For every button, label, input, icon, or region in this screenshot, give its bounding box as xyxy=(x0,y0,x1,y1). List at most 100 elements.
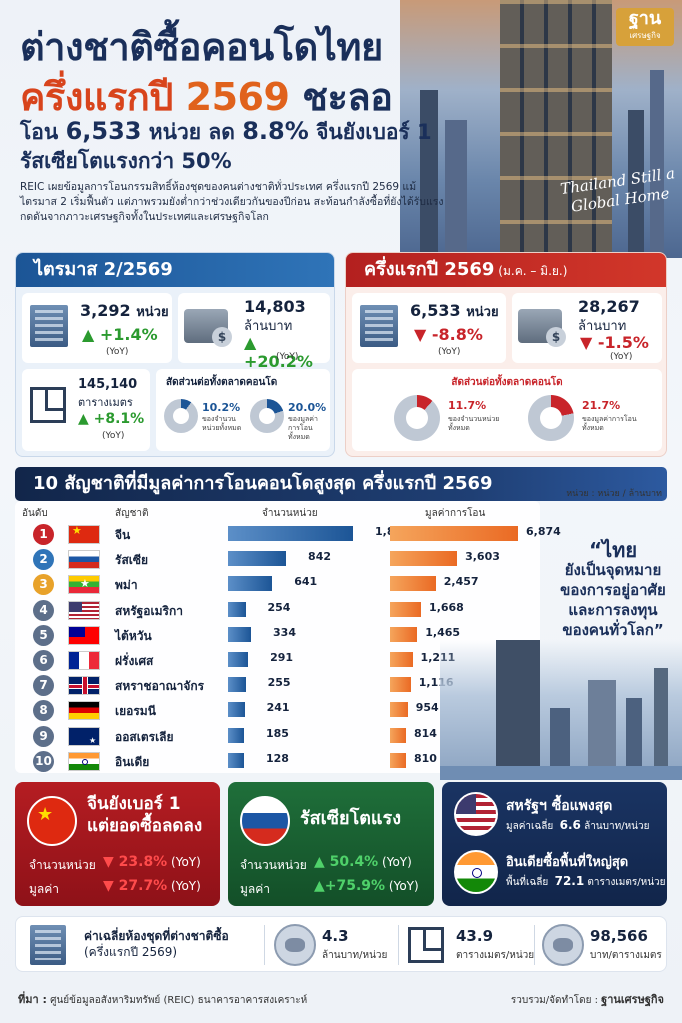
pull-quote: “ไทย ยังเป็นจุดหมาย ของการอยู่อาศัย และก… xyxy=(560,538,666,639)
rank-badge: 2 xyxy=(33,549,54,571)
value-value: 2,457 xyxy=(443,575,479,589)
money-icon xyxy=(184,309,232,347)
rank-badge: 1 xyxy=(33,524,54,545)
india-value: 72.1 xyxy=(554,874,585,888)
units-bar xyxy=(228,702,245,718)
rank-badge: 5 xyxy=(33,624,54,646)
rank-badge: 7 xyxy=(33,675,54,697)
india-flag-icon xyxy=(454,850,498,894)
units-value: 255 xyxy=(267,676,291,690)
country-name: สหรัฐอเมริกา xyxy=(115,603,183,618)
quarter-panel: ไตรมาส 2/2569 3,292 หน่วย ▲ +1.4% (YoY) … xyxy=(15,252,335,457)
half-value-yoy: (YoY) xyxy=(610,352,633,362)
half-units-share-desc: ของจำนวนหน่วยทั้งหมด xyxy=(448,415,500,432)
quarter-value-change: ▲ +20.2% xyxy=(244,333,313,371)
units-value: 128 xyxy=(266,751,289,765)
half-value-share-donut xyxy=(528,395,574,441)
country-flag-icon xyxy=(68,550,100,570)
half-share-title: สัดส่วนต่อทั้งตลาดคอนโด xyxy=(451,377,563,388)
units-value: 185 xyxy=(266,726,289,740)
value-bar xyxy=(390,626,418,642)
brand-logo: ฐาน เศรษฐกิจ xyxy=(616,8,674,46)
us-unit: ล้านบาท/หน่วย xyxy=(584,821,650,832)
half-share-card: สัดส่วนต่อทั้งตลาดคอนโด 11.7% ของจำนวนหน… xyxy=(352,369,662,451)
summary-area-value: 43.9 xyxy=(456,927,494,945)
china-card-title1: จีนยังเบอร์ 1 xyxy=(87,794,181,814)
half-year-panel: ครึ่งแรกปี 2569 (ม.ค. – มิ.ย.) 6,533 หน่… xyxy=(345,252,667,457)
building-icon xyxy=(30,925,66,965)
units-bar xyxy=(228,626,252,642)
subheadline-line2: รัสเซียโตแรงกว่า 50% xyxy=(20,149,232,173)
india-unit: ตารางเมตร/หน่วย xyxy=(587,877,666,888)
quarter-value-card: 14,803 ล้านบาท ▲ +20.2% (YoY) xyxy=(178,293,330,371)
rank-badge: 4 xyxy=(33,599,54,621)
value-value: 1,465 xyxy=(425,625,461,639)
country-flag-icon xyxy=(68,701,100,721)
russia-card-title: รัสเซียโตแรง xyxy=(300,808,401,829)
table-row: 1★จีน1,8136,874 xyxy=(15,522,561,546)
quarter-value-yoy: (YoY) xyxy=(276,352,299,362)
quarter-units-share-pct: 10.2% xyxy=(202,401,241,414)
rank-badge: 8 xyxy=(33,700,54,722)
quarter-area-value: 145,140 xyxy=(78,377,138,392)
top10-unit-note: หน่วย : หน่วย / ล้านบาท xyxy=(566,489,662,499)
rank-badge: 10 xyxy=(33,750,54,772)
footer-source: ที่มา : ศูนย์ข้อมูลอสังหาริมทรัพย์ (REIC… xyxy=(18,993,308,1006)
china-card-title2: แต่ยอดซื้อลดลง xyxy=(87,816,203,836)
summary-label-sub: (ครึ่งแรกปี 2569) xyxy=(84,945,178,959)
half-value-card: 28,267 ล้านบาท ▼ -1.5% (YoY) xyxy=(512,293,662,363)
half-units-change: ▼ -8.8% xyxy=(414,325,483,344)
half-value-share-pct: 21.7% xyxy=(582,399,621,412)
us-flag-icon xyxy=(454,792,498,836)
summary-bar: ค่าเฉลี่ยห้องชุดที่ต่างชาติซื้อ (ครึ่งแร… xyxy=(15,916,667,972)
value-value: 954 xyxy=(415,701,439,715)
country-flag-icon: ★ xyxy=(68,726,100,746)
summary-sqm-value: 98,566 xyxy=(590,927,648,945)
half-units-share-donut xyxy=(394,395,440,441)
col-country-header: สัญชาติ xyxy=(115,508,149,519)
value-bar xyxy=(390,752,406,768)
money-icon xyxy=(518,309,566,347)
half-value-value: 28,267 xyxy=(578,297,640,316)
units-value: 254 xyxy=(267,600,291,614)
value-bar xyxy=(390,702,408,718)
country-flag-icon xyxy=(68,625,100,645)
russia-card: รัสเซียโตแรง จำนวนหน่วย ▲ 50.4% (YoY) มู… xyxy=(228,782,434,906)
value-bar xyxy=(390,526,518,541)
quarter-units-change: ▲ +1.4% xyxy=(82,325,158,344)
us-title: สหรัฐฯ ซื้อแพงสุด xyxy=(506,798,613,814)
summary-label: ค่าเฉลี่ยห้องชุดที่ต่างชาติซื้อ xyxy=(84,929,229,943)
half-units-label: หน่วย xyxy=(466,305,499,320)
china-units-label: จำนวนหน่วย xyxy=(29,858,96,872)
rank-badge: 3 xyxy=(33,574,54,596)
quarter-units-label: หน่วย xyxy=(136,305,169,320)
table-row: 5 ไต้หวัน 334 1,465 xyxy=(15,623,540,647)
units-value: 334 xyxy=(273,625,296,639)
country-flag-icon: ★ xyxy=(68,525,100,544)
units-bar xyxy=(228,526,353,541)
quarter-area-yoy: (YoY) xyxy=(102,431,125,441)
col-units-header: จำนวนหน่วย xyxy=(262,508,318,519)
quarter-area-label: ตารางเมตร xyxy=(78,396,133,409)
quarter-share-card: สัดส่วนต่อทั้งตลาดคอนโด 10.2% ของจำนวนหน… xyxy=(156,369,330,451)
summary-area-unit: ตารางเมตร/หน่วย xyxy=(456,950,535,961)
headline-line2: ครึ่งแรกปี 2569 ชะลอ xyxy=(20,75,393,119)
floorplan-icon xyxy=(408,927,444,963)
russia-value-yoy: (YoY) xyxy=(388,879,419,893)
quarter-units-card: 3,292 หน่วย ▲ +1.4% (YoY) xyxy=(22,293,172,363)
us-label: มูลค่าเฉลี่ย xyxy=(506,821,554,832)
india-title: อินเดียซื้อพื้นที่ใหญ่สุด xyxy=(506,855,629,870)
russia-value-change: ▲+75.9% xyxy=(314,878,386,894)
table-row: 3 ★ พม่า 641 2,457 xyxy=(15,572,540,596)
units-value: 241 xyxy=(266,701,290,715)
value-bar xyxy=(390,727,406,743)
units-bar xyxy=(228,652,249,667)
half-units-share-pct: 11.7% xyxy=(448,399,487,412)
russia-flag-icon xyxy=(240,796,290,846)
value-bar xyxy=(390,576,436,592)
value-bar xyxy=(390,677,411,693)
quarter-share-title: สัดส่วนต่อทั้งตลาดคอนโด xyxy=(166,377,278,388)
russia-value-label: มูลค่า xyxy=(240,882,271,896)
country-name: เยอรมนี xyxy=(115,704,156,719)
rank-badge: 9 xyxy=(33,725,54,747)
